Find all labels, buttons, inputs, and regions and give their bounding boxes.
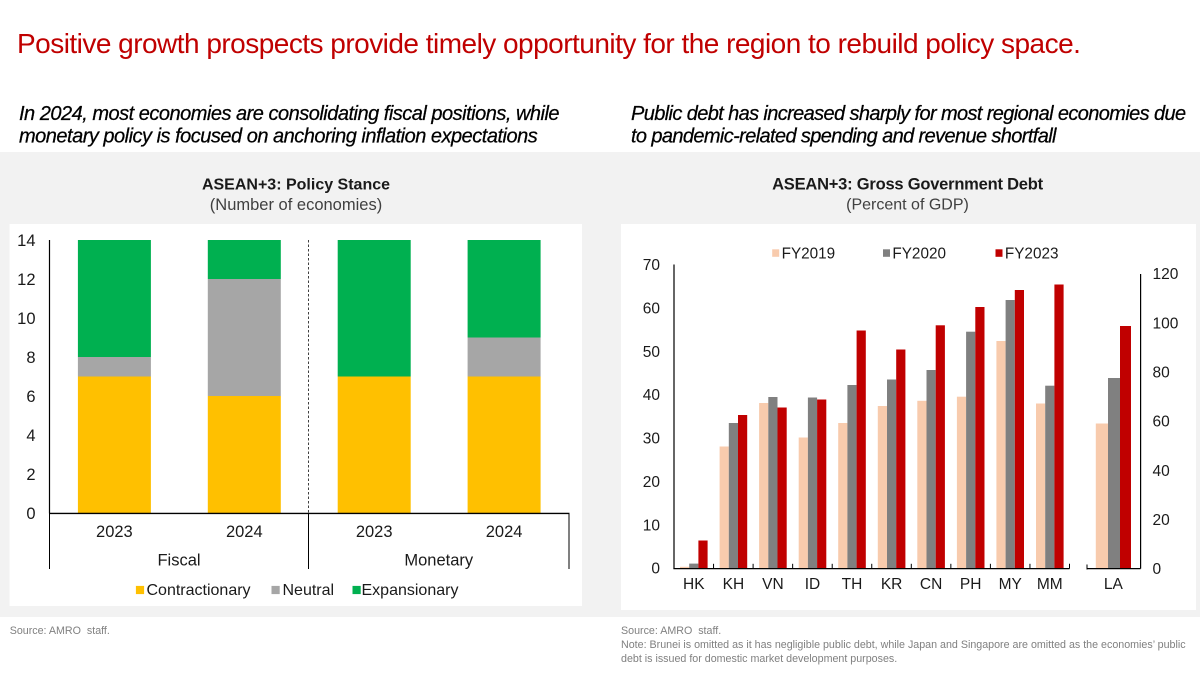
svg-text:FY2023: FY2023 <box>1005 245 1059 262</box>
svg-text:TH: TH <box>842 576 863 593</box>
svg-text:2024: 2024 <box>226 523 263 541</box>
svg-text:10: 10 <box>643 517 661 534</box>
svg-text:Monetary: Monetary <box>404 551 474 569</box>
svg-text:KH: KH <box>723 576 745 593</box>
svg-text:2023: 2023 <box>356 523 393 541</box>
svg-text:ASEAN+3: Gross Government Debt: ASEAN+3: Gross Government Debt <box>772 176 1043 194</box>
svg-text:2023: 2023 <box>96 523 133 541</box>
svg-text:ASEAN+3: Policy Stance: ASEAN+3: Policy Stance <box>202 177 390 194</box>
svg-text:FY2019: FY2019 <box>782 245 836 262</box>
svg-text:Fiscal: Fiscal <box>157 551 200 569</box>
svg-text:60: 60 <box>643 301 661 318</box>
svg-text:MM: MM <box>1037 576 1063 593</box>
svg-text:2024: 2024 <box>486 523 523 541</box>
svg-text:KR: KR <box>881 576 903 593</box>
svg-text:2: 2 <box>26 466 35 484</box>
svg-text:0: 0 <box>651 561 660 578</box>
svg-text:CN: CN <box>920 576 942 593</box>
svg-text:Positive growth prospects prov: Positive growth prospects provide timely… <box>17 28 1080 59</box>
svg-text:14: 14 <box>17 232 35 250</box>
svg-text:VN: VN <box>762 576 784 593</box>
svg-text:0: 0 <box>1153 561 1162 578</box>
svg-text:80: 80 <box>1153 365 1171 382</box>
svg-text:60: 60 <box>1153 414 1171 431</box>
svg-text:ID: ID <box>805 576 821 593</box>
svg-text:Contractionary: Contractionary <box>147 582 251 599</box>
svg-text:Public debt has increased shar: Public debt has increased sharply for mo… <box>631 103 1186 125</box>
svg-text:Note: Brunei is omitted as it: Note: Brunei is omitted as it has neglig… <box>621 639 1186 651</box>
svg-text:Neutral: Neutral <box>283 582 335 599</box>
svg-text:MY: MY <box>999 576 1022 593</box>
svg-text:(Number of economies): (Number of economies) <box>210 196 382 214</box>
svg-text:FY2020: FY2020 <box>892 245 946 262</box>
svg-text:30: 30 <box>643 431 661 448</box>
svg-text:50: 50 <box>643 344 661 361</box>
svg-text:HK: HK <box>683 576 705 593</box>
svg-text:6: 6 <box>26 388 35 406</box>
svg-text:40: 40 <box>643 387 661 404</box>
svg-text:12: 12 <box>17 271 35 289</box>
svg-text:100: 100 <box>1153 315 1179 332</box>
svg-text:(Percent of GDP): (Percent of GDP) <box>846 197 969 214</box>
svg-text:40: 40 <box>1153 463 1171 480</box>
svg-text:20: 20 <box>1153 512 1171 529</box>
svg-text:LA: LA <box>1104 576 1124 593</box>
svg-text:0: 0 <box>26 505 35 523</box>
svg-text:120: 120 <box>1153 266 1179 283</box>
svg-text:20: 20 <box>643 474 661 491</box>
svg-text:monetary policy is focused on: monetary policy is focused on anchoring … <box>19 126 538 148</box>
svg-text:4: 4 <box>26 427 35 445</box>
svg-text:PH: PH <box>960 576 982 593</box>
svg-text:Source: AMRO staff.: Source: AMRO staff. <box>621 625 721 637</box>
svg-text:Expansionary: Expansionary <box>362 582 459 599</box>
svg-text:to pandemic-related spending a: to pandemic-related spending and revenue… <box>631 126 1057 148</box>
svg-text:In 2024, most economies are co: In 2024, most economies are consolidatin… <box>19 103 559 125</box>
svg-text:Source: AMRO staff.: Source: AMRO staff. <box>10 625 110 637</box>
svg-text:70: 70 <box>643 257 661 274</box>
svg-text:8: 8 <box>26 349 35 367</box>
svg-text:10: 10 <box>17 310 35 328</box>
svg-text:debt is issued for domestic ma: debt is issued for domestic market devel… <box>621 653 897 665</box>
